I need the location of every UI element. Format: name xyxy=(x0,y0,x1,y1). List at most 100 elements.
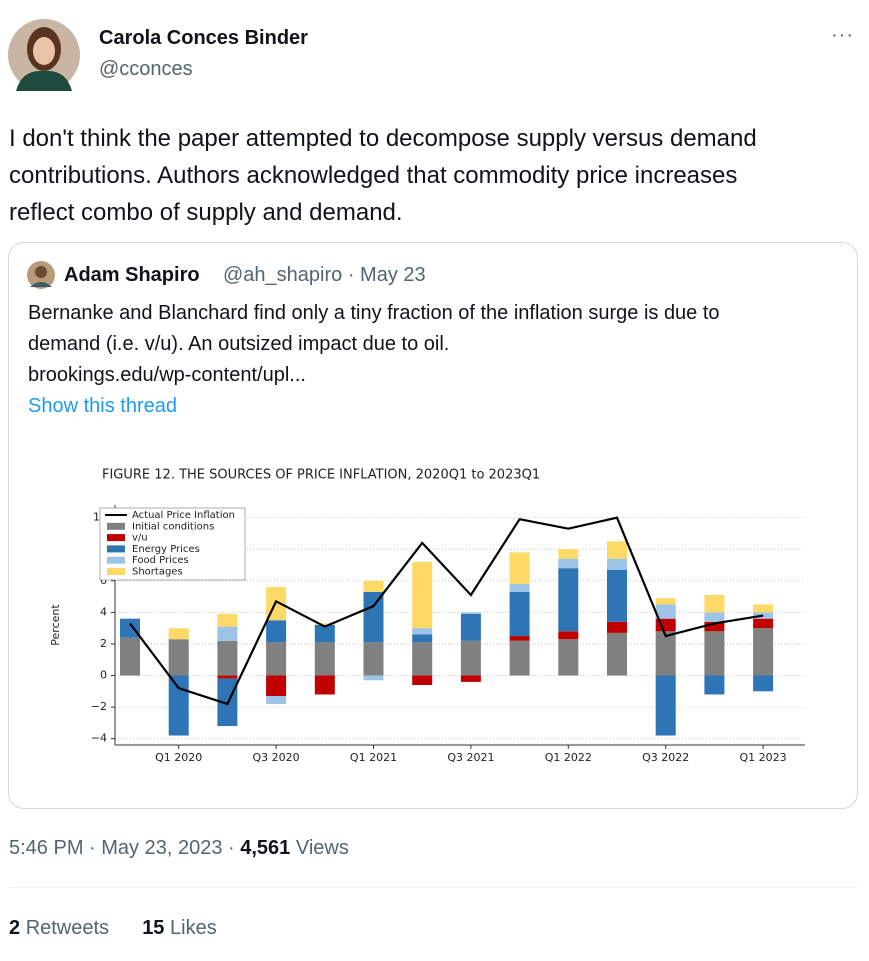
divider xyxy=(9,887,858,888)
bar-segment xyxy=(704,631,725,676)
y-tick-label: 2 xyxy=(100,637,107,650)
x-tick-label: Q1 2022 xyxy=(545,751,592,764)
bar-segment xyxy=(753,618,774,629)
bar-segment xyxy=(266,696,287,704)
legend-label: Actual Price Inflation xyxy=(132,510,235,521)
legend-swatch xyxy=(107,534,125,542)
bar-segment xyxy=(460,612,481,614)
x-tick-label: Q3 2020 xyxy=(253,751,300,764)
bar-segment xyxy=(412,628,433,635)
author-handle[interactable]: @cconces xyxy=(99,58,193,80)
bar-segment xyxy=(607,558,627,570)
bar-segment xyxy=(412,561,433,629)
legend-swatch xyxy=(107,568,125,575)
author-avatar[interactable] xyxy=(8,19,80,91)
bar-segment xyxy=(314,642,335,676)
bar-segment xyxy=(655,604,676,619)
bar-segment xyxy=(753,675,774,692)
legend-swatch xyxy=(107,556,125,564)
retweet-count[interactable]: 2 xyxy=(9,917,21,939)
quote-line: brookings.edu/wp-content/upl... xyxy=(28,364,306,386)
legend-label: Initial conditions xyxy=(132,521,214,532)
bar-segment xyxy=(266,620,287,643)
bar-segment xyxy=(266,642,287,676)
legend-swatch xyxy=(107,545,125,553)
bar-segment xyxy=(655,631,676,676)
timestamp-row: 5:46 PM · May 23, 2023 · 4,561 Views xyxy=(9,837,349,860)
line-series xyxy=(129,516,764,706)
bar-segment xyxy=(655,598,676,605)
bar-segment xyxy=(607,632,627,676)
bar-segment xyxy=(704,621,725,632)
chart-title: FIGURE 12. THE SOURCES OF PRICE INFLATIO… xyxy=(102,468,540,483)
view-count: 4,561 xyxy=(240,837,291,859)
quote-meta: @ah_shapiro · May 23 xyxy=(223,264,426,286)
tweet-line: reflect combo of supply and demand. xyxy=(9,199,403,226)
quote-avatar xyxy=(27,261,55,289)
bar-segment xyxy=(217,640,238,676)
bar-segment xyxy=(558,631,579,640)
bar-segment xyxy=(314,623,335,625)
bar-segment xyxy=(558,549,579,559)
legend-label: Shortages xyxy=(132,567,183,578)
more-menu[interactable]: ··· xyxy=(831,24,854,46)
bar-segment xyxy=(558,558,579,569)
bar-segment xyxy=(363,675,384,681)
bar-segment xyxy=(558,639,579,676)
author-name[interactable]: Carola Conces Binder xyxy=(99,27,308,49)
likes-label[interactable]: Likes xyxy=(170,917,217,939)
bar-segment xyxy=(363,642,384,676)
y-tick-label: 0 xyxy=(100,669,107,682)
engagement-row: 2 Retweets 15 Likes xyxy=(9,917,217,940)
y-tick-label: 4 xyxy=(100,605,107,618)
legend-label: Food Prices xyxy=(132,555,189,566)
bar-segment xyxy=(509,591,530,637)
quote-name: Adam Shapiro xyxy=(64,264,200,286)
bar-segment xyxy=(607,541,627,559)
bar-segment xyxy=(509,640,530,676)
bar-segment xyxy=(120,637,140,676)
like-count[interactable]: 15 xyxy=(142,917,165,939)
bar-segment xyxy=(460,675,481,682)
bar-segment xyxy=(753,628,774,676)
bar-segment xyxy=(120,618,140,638)
x-tick-label: Q1 2020 xyxy=(155,751,202,764)
retweets-label[interactable]: Retweets xyxy=(25,917,110,939)
bar-segment xyxy=(704,612,725,622)
bar-segment xyxy=(412,634,433,643)
x-tick-label: Q1 2023 xyxy=(740,751,787,764)
quote-card[interactable] xyxy=(8,242,858,809)
bar-segment xyxy=(168,639,189,676)
y-tick-label: −4 xyxy=(91,732,107,745)
bar-segment xyxy=(607,569,627,622)
bar-segment xyxy=(704,675,725,695)
bar-segment xyxy=(509,552,530,584)
tweet-line: I don't think the paper attempted to dec… xyxy=(9,125,757,152)
bar-segment xyxy=(509,583,530,592)
x-tick-label: Q3 2021 xyxy=(447,751,494,764)
tweet-line: contributions. Authors acknowledged that… xyxy=(9,162,738,189)
quote-line: Bernanke and Blanchard find only a tiny … xyxy=(28,302,720,324)
bar-segment xyxy=(314,625,335,643)
bar-segment xyxy=(412,642,433,676)
legend-label: Energy Prices xyxy=(132,544,200,555)
bar-segment xyxy=(607,621,627,633)
bar-segment xyxy=(217,613,238,627)
y-axis-label: Percent xyxy=(49,604,62,646)
bar-segment xyxy=(266,675,287,697)
show-thread-link[interactable]: Show this thread xyxy=(28,395,177,417)
bar-segment xyxy=(412,675,433,685)
bar-segment xyxy=(509,636,530,641)
timestamp[interactable]: 5:46 PM · May 23, 2023 · xyxy=(9,837,235,859)
quote-line: demand (i.e. v/u). An outsized impact du… xyxy=(28,333,450,355)
bar-segment xyxy=(460,640,481,676)
tweet-text: I don't think the paper attempted to dec… xyxy=(9,120,757,231)
bar-segment xyxy=(655,675,676,736)
bar-segment xyxy=(314,675,335,695)
bar-segment xyxy=(704,595,725,613)
legend-label: v/u xyxy=(132,533,148,544)
bar-segment xyxy=(168,628,189,640)
bar-segment xyxy=(460,613,481,641)
